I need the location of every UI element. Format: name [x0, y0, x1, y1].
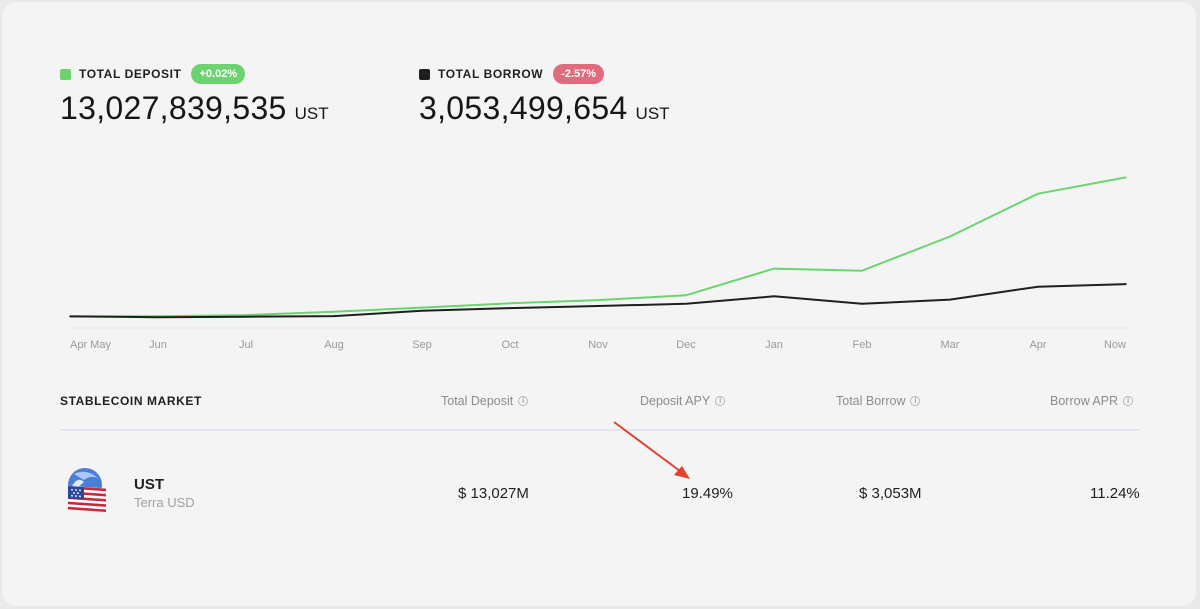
borrow-apr-value: 11.24% — [1090, 485, 1140, 502]
deposit-data-point — [333, 311, 335, 313]
asset-symbol: UST — [134, 476, 164, 493]
deposit-data-point — [245, 314, 247, 316]
total-borrow-stat: TOTAL BORROW -2.57% 3,053,499,654 UST — [419, 64, 670, 127]
info-icon[interactable]: i — [518, 396, 529, 406]
total-deposit-stat: TOTAL DEPOSIT +0.02% 13,027,839,535 UST — [60, 64, 329, 127]
col-total-borrow: Total Borrow i — [836, 394, 921, 408]
x-tick-label: Sep — [412, 339, 432, 351]
col-borrow-apr-label: Borrow APR — [1050, 394, 1119, 408]
borrow-data-point — [949, 298, 951, 301]
x-tick-label: Now — [1104, 339, 1126, 351]
deposit-data-point — [1037, 192, 1039, 195]
deposit-series-line — [69, 176, 1127, 318]
col-total-deposit: Total Deposit i — [441, 394, 529, 408]
info-icon[interactable]: i — [910, 396, 921, 406]
x-tick-label: Aug — [324, 339, 344, 351]
deposit-change-badge: +0.02% — [191, 64, 246, 84]
deposit-legend-swatch — [60, 68, 71, 80]
deposit-apy-value: 19.49% — [682, 485, 733, 502]
x-tick-label: Mar — [941, 339, 960, 351]
col-total-borrow-label: Total Borrow — [836, 394, 906, 408]
deposit-data-point — [949, 235, 951, 238]
borrow-data-point — [1037, 285, 1039, 288]
total-deposit-amount: 13,027,839,535 — [60, 90, 287, 126]
borrow-legend-swatch — [419, 68, 430, 80]
borrow-data-point — [245, 315, 247, 318]
deposit-data-point — [597, 299, 599, 301]
borrow-data-point — [1125, 283, 1127, 285]
x-tick-label: Jul — [239, 339, 253, 351]
ust-flag-icon — [67, 468, 107, 513]
x-tick-label: Apr — [1029, 339, 1046, 351]
borrow-data-point — [509, 307, 511, 309]
header-divider — [60, 429, 1140, 431]
borrow-data-point — [861, 303, 863, 305]
total-borrow-label: TOTAL BORROW — [438, 67, 544, 81]
borrow-data-point — [157, 316, 159, 318]
deposit-data-point — [861, 269, 863, 272]
col-borrow-apr: Borrow APR i — [1050, 394, 1134, 408]
info-icon[interactable]: i — [715, 396, 726, 406]
total-deposit-unit: UST — [294, 104, 329, 123]
total-borrow-unit: UST — [635, 104, 670, 123]
borrow-data-point — [421, 310, 423, 312]
x-tick-label: Feb — [853, 339, 872, 351]
borrow-data-point — [333, 315, 335, 317]
deposit-borrow-chart: Apr May Jun Jul Aug Sep Oct Nov Dec Jan Feb Mar Apr… — [69, 176, 1127, 351]
red-arrow-icon — [613, 421, 690, 479]
x-tick-label: Oct — [501, 339, 518, 351]
x-tick-label: Jun — [149, 339, 167, 351]
borrow-data-point — [597, 305, 599, 307]
borrow-data-point — [685, 303, 687, 305]
table-row[interactable]: UST Terra USD $ 13,027M 19.49% $ 3,053M … — [60, 464, 1142, 520]
total-borrow-amount: 3,053,499,654 — [419, 90, 628, 126]
market-title: STABLECOIN MARKET — [60, 394, 202, 408]
market-table-header: STABLECOIN MARKET Total Deposit i Deposi… — [2, 394, 1196, 410]
deposit-data-point — [509, 302, 511, 305]
total-deposit-value: $ 13,027M — [458, 485, 529, 502]
asset-name: Terra USD — [134, 495, 195, 510]
borrow-data-point — [773, 295, 775, 298]
deposit-data-point — [1125, 176, 1127, 179]
x-tick-label: Apr May — [70, 339, 111, 351]
col-deposit-apy: Deposit APY i — [640, 394, 726, 408]
borrow-change-badge: -2.57% — [553, 64, 605, 84]
total-borrow-value: $ 3,053M — [859, 485, 922, 502]
col-total-deposit-label: Total Deposit — [441, 394, 514, 408]
x-tick-label: Nov — [588, 339, 608, 351]
info-icon[interactable]: i — [1123, 396, 1134, 406]
borrow-data-point — [69, 315, 71, 318]
deposit-data-point — [685, 294, 687, 297]
deposit-data-point — [421, 306, 423, 309]
x-tick-label: Dec — [676, 339, 696, 351]
x-tick-label: Jan — [765, 339, 783, 351]
col-deposit-apy-label: Deposit APY — [640, 394, 711, 408]
deposit-data-point — [773, 267, 775, 270]
total-deposit-label: TOTAL DEPOSIT — [79, 67, 182, 81]
